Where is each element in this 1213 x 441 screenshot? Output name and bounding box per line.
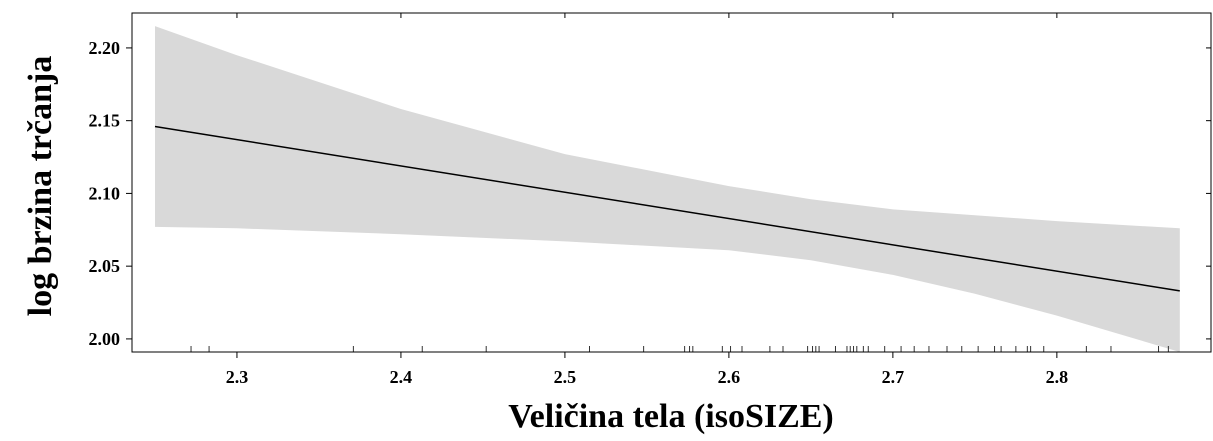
fit-line [154,125,1180,292]
confidence-band [155,26,1180,352]
y-tick-label: 2.10 [89,183,121,203]
x-tick-label: 2.3 [226,367,249,387]
x-tick-label: 2.6 [718,367,741,387]
y-tick-label: 2.00 [89,329,121,349]
x-axis-title: Veličina tela (isoSIZE) [508,398,834,435]
x-tick-label: 2.7 [882,367,905,387]
y-axis-title: log brzina trčanja [22,56,59,317]
y-tick-label: 2.15 [89,111,121,131]
y-tick-label: 2.05 [89,256,121,276]
x-axis: 2.3 2.4 2.5 2.6 2.7 2.8 [226,13,1068,387]
y-tick-label: 2.20 [89,38,121,58]
x-tick-label: 2.5 [554,367,577,387]
x-tick-label: 2.8 [1046,367,1069,387]
plot-frame [131,12,1212,353]
rug-marks [190,346,1169,352]
y-axis: 2.00 2.05 2.10 2.15 2.20 [89,38,1211,349]
x-tick-label: 2.4 [390,367,413,387]
